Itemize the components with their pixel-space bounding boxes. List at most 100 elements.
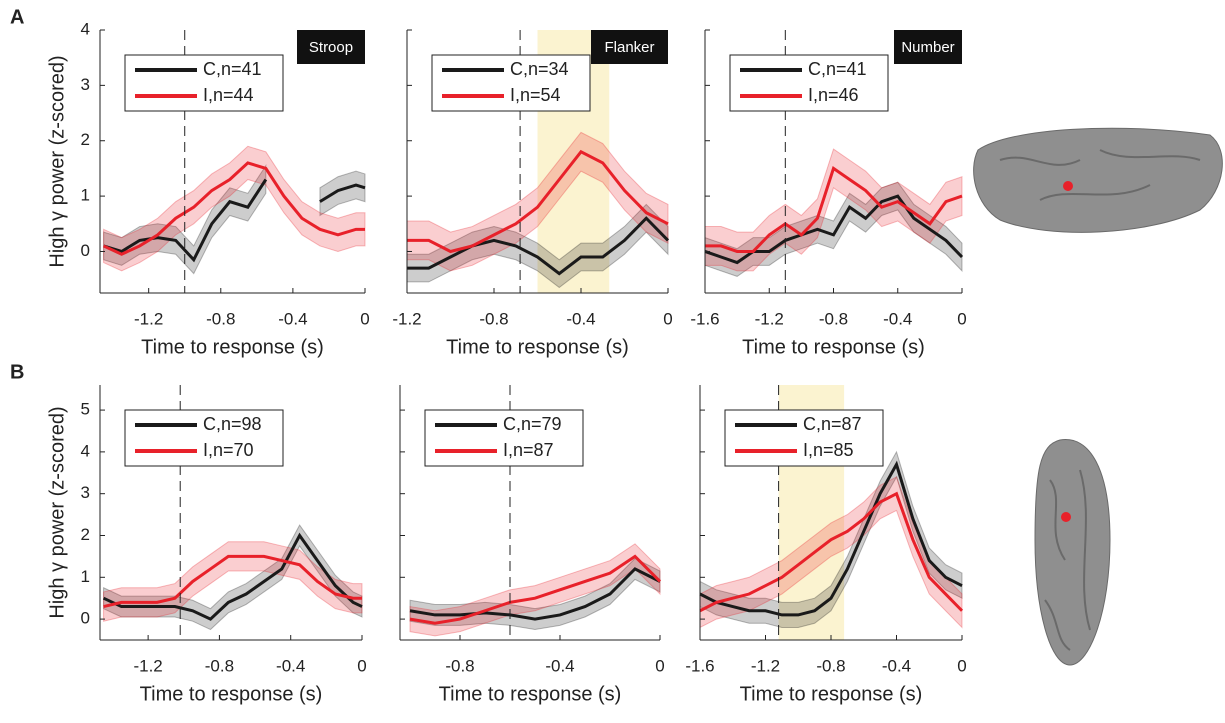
- y-tick-label: 1: [81, 186, 90, 205]
- x-axis-label: Time to response (s): [742, 336, 925, 358]
- y-tick-label: 2: [81, 130, 90, 149]
- y-tick-label: 0: [81, 241, 90, 260]
- legend-box: [124, 54, 284, 112]
- x-axis-label: Time to response (s): [439, 683, 622, 705]
- legend-label: I,n=46: [808, 85, 859, 105]
- legend-label: I,n=87: [503, 440, 554, 460]
- task-tag-label: Flanker: [604, 39, 654, 56]
- x-axis-label: Time to response (s): [740, 683, 923, 705]
- electrode: [1063, 181, 1073, 191]
- mean-line: [409, 567, 661, 621]
- x-tick-label: -0.4: [276, 656, 305, 675]
- mean-line: [409, 554, 662, 625]
- x-tick-label: -0.8: [205, 656, 234, 675]
- error-band: [704, 148, 963, 272]
- error-band: [103, 524, 363, 631]
- x-tick-label: -1.2: [755, 309, 784, 328]
- x-tick-label: -0.4: [278, 309, 307, 328]
- x-tick-label: -0.8: [819, 309, 848, 328]
- x-tick-label: -1.2: [134, 309, 163, 328]
- brain-top: [1034, 439, 1111, 666]
- x-tick-label: -1.2: [133, 656, 162, 675]
- legend-box: [729, 54, 889, 112]
- mean-line: [705, 166, 963, 253]
- legend-label: C,n=87: [803, 414, 862, 434]
- x-tick-label: -0.4: [882, 656, 911, 675]
- mean-line: [407, 216, 670, 276]
- x-tick-label: 0: [357, 656, 366, 675]
- x-tick-label: -1.2: [392, 309, 421, 328]
- task-tag: Flanker: [591, 30, 668, 64]
- x-tick-label: -0.8: [206, 309, 235, 328]
- legend-label: I,n=85: [803, 440, 854, 460]
- x-tick-label: -1.2: [751, 656, 780, 675]
- x-tick-label: -0.4: [545, 656, 574, 675]
- legend-label: C,n=41: [808, 59, 867, 79]
- y-tick-label: 5: [81, 400, 90, 419]
- x-tick-label: -1.6: [685, 656, 714, 675]
- x-tick-label: 0: [655, 656, 664, 675]
- task-tag-label: Number: [901, 39, 954, 56]
- brain-sulci: [999, 149, 1201, 201]
- y-tick-label: 2: [81, 525, 90, 544]
- panel-label: A: [10, 6, 24, 28]
- x-axis-label: Time to response (s): [140, 683, 323, 705]
- brain-shape: [973, 127, 1223, 233]
- x-tick-label: 0: [957, 309, 966, 328]
- x-tick-label: 0: [663, 309, 672, 328]
- x-tick-label: -0.8: [816, 656, 845, 675]
- error-band: [406, 203, 669, 289]
- legend-label: C,n=41: [203, 59, 262, 79]
- legend-label: I,n=70: [203, 440, 254, 460]
- task-tag-label: Stroop: [309, 39, 353, 56]
- task-tag-bg: [894, 30, 962, 64]
- legend-box: [724, 409, 884, 467]
- legend-label: C,n=34: [510, 59, 569, 79]
- y-tick-label: 0: [81, 609, 90, 628]
- electrode: [1061, 512, 1071, 522]
- y-axis-label: High γ power (z-scored): [46, 406, 68, 618]
- x-tick-label: 0: [957, 656, 966, 675]
- mean-line: [407, 149, 669, 254]
- error-band: [103, 163, 366, 275]
- x-axis-label: Time to response (s): [141, 336, 324, 358]
- x-tick-label: 0: [360, 309, 369, 328]
- brain-sulci: [1044, 469, 1091, 651]
- mean-line: [699, 460, 963, 617]
- x-axis-label: Time to response (s): [446, 336, 629, 358]
- mean-line: [103, 554, 362, 609]
- legend-label: C,n=79: [503, 414, 562, 434]
- brain-lateral: [973, 127, 1223, 233]
- mean-line: [103, 178, 366, 263]
- y-tick-label: 4: [81, 441, 90, 460]
- y-tick-label: 3: [81, 75, 90, 94]
- task-tag-bg: [591, 30, 668, 64]
- error-band: [406, 131, 669, 272]
- x-tick-label: -0.4: [566, 309, 595, 328]
- task-tag: Stroop: [297, 30, 365, 64]
- error-band: [699, 476, 963, 629]
- mean-line: [699, 491, 964, 613]
- x-tick-label: -0.8: [479, 309, 508, 328]
- panel-label: B: [10, 361, 24, 383]
- error-band: [699, 450, 963, 628]
- mean-line: [704, 194, 964, 265]
- legend-box: [431, 54, 591, 112]
- legend-label: I,n=44: [203, 85, 254, 105]
- legend-box: [124, 409, 284, 467]
- y-tick-label: 3: [81, 483, 90, 502]
- x-tick-label: -1.6: [690, 309, 719, 328]
- brain-shape: [1034, 439, 1111, 666]
- y-tick-label: 4: [81, 19, 90, 38]
- task-tag: Number: [894, 30, 962, 64]
- mean-line: [102, 532, 363, 621]
- x-tick-label: -0.8: [445, 656, 474, 675]
- y-tick-label: 1: [81, 567, 90, 586]
- legend-label: I,n=54: [510, 85, 561, 105]
- mean-line: [102, 161, 365, 256]
- x-tick-label: -0.4: [883, 309, 912, 328]
- y-axis-label: High γ power (z-scored): [46, 55, 68, 267]
- task-tag-bg: [297, 30, 365, 64]
- legend-box: [424, 409, 584, 467]
